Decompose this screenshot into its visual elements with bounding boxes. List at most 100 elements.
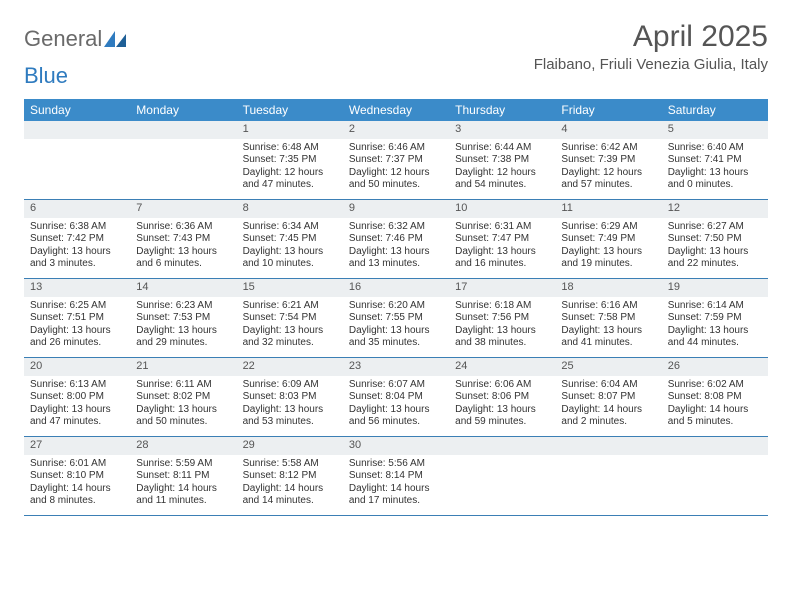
sunrise-text: Sunrise: 6:31 AM: [455, 221, 549, 234]
day-cell: [130, 121, 236, 199]
sunset-text: Sunset: 7:41 PM: [668, 154, 762, 167]
day-number: 20: [24, 358, 130, 376]
day-number: 19: [662, 279, 768, 297]
day-cell: 28Sunrise: 5:59 AMSunset: 8:11 PMDayligh…: [130, 437, 236, 515]
day-cell: 20Sunrise: 6:13 AMSunset: 8:00 PMDayligh…: [24, 358, 130, 436]
sunset-text: Sunset: 7:46 PM: [349, 233, 443, 246]
sunrise-text: Sunrise: 6:34 AM: [243, 221, 337, 234]
day-number: 11: [555, 200, 661, 218]
sunrise-text: Sunrise: 6:16 AM: [561, 300, 655, 313]
sunrise-text: Sunrise: 6:04 AM: [561, 379, 655, 392]
day-body: Sunrise: 6:13 AMSunset: 8:00 PMDaylight:…: [24, 376, 130, 433]
sunset-text: Sunset: 7:35 PM: [243, 154, 337, 167]
daylight-text: Daylight: 14 hours and 8 minutes.: [30, 483, 124, 508]
daylight-text: Daylight: 13 hours and 16 minutes.: [455, 246, 549, 271]
sunset-text: Sunset: 8:14 PM: [349, 470, 443, 483]
sunset-text: Sunset: 7:43 PM: [136, 233, 230, 246]
day-cell: 13Sunrise: 6:25 AMSunset: 7:51 PMDayligh…: [24, 279, 130, 357]
day-cell: 22Sunrise: 6:09 AMSunset: 8:03 PMDayligh…: [237, 358, 343, 436]
sunrise-text: Sunrise: 6:25 AM: [30, 300, 124, 313]
day-body: Sunrise: 6:16 AMSunset: 7:58 PMDaylight:…: [555, 297, 661, 354]
day-body: Sunrise: 6:42 AMSunset: 7:39 PMDaylight:…: [555, 139, 661, 196]
sunrise-text: Sunrise: 6:29 AM: [561, 221, 655, 234]
day-number: 18: [555, 279, 661, 297]
daylight-text: Daylight: 13 hours and 59 minutes.: [455, 404, 549, 429]
day-cell: [449, 437, 555, 515]
sunset-text: Sunset: 7:42 PM: [30, 233, 124, 246]
sunrise-text: Sunrise: 6:11 AM: [136, 379, 230, 392]
weekday-header: Thursday: [449, 99, 555, 121]
day-body: Sunrise: 5:56 AMSunset: 8:14 PMDaylight:…: [343, 455, 449, 512]
day-cell: 7Sunrise: 6:36 AMSunset: 7:43 PMDaylight…: [130, 200, 236, 278]
day-cell: 18Sunrise: 6:16 AMSunset: 7:58 PMDayligh…: [555, 279, 661, 357]
day-number: 29: [237, 437, 343, 455]
day-body: Sunrise: 6:18 AMSunset: 7:56 PMDaylight:…: [449, 297, 555, 354]
week-row: 1Sunrise: 6:48 AMSunset: 7:35 PMDaylight…: [24, 121, 768, 200]
sunset-text: Sunset: 8:02 PM: [136, 391, 230, 404]
day-cell: 30Sunrise: 5:56 AMSunset: 8:14 PMDayligh…: [343, 437, 449, 515]
week-row: 27Sunrise: 6:01 AMSunset: 8:10 PMDayligh…: [24, 437, 768, 516]
day-number: 8: [237, 200, 343, 218]
month-title: April 2025: [534, 20, 768, 54]
sunrise-text: Sunrise: 6:42 AM: [561, 142, 655, 155]
day-number: 15: [237, 279, 343, 297]
day-body: Sunrise: 6:48 AMSunset: 7:35 PMDaylight:…: [237, 139, 343, 196]
day-cell: [662, 437, 768, 515]
daylight-text: Daylight: 13 hours and 32 minutes.: [243, 325, 337, 350]
daylight-text: Daylight: 12 hours and 57 minutes.: [561, 167, 655, 192]
day-body: Sunrise: 6:21 AMSunset: 7:54 PMDaylight:…: [237, 297, 343, 354]
day-cell: 17Sunrise: 6:18 AMSunset: 7:56 PMDayligh…: [449, 279, 555, 357]
daylight-text: Daylight: 13 hours and 50 minutes.: [136, 404, 230, 429]
sunrise-text: Sunrise: 6:38 AM: [30, 221, 124, 234]
daylight-text: Daylight: 13 hours and 47 minutes.: [30, 404, 124, 429]
daylight-text: Daylight: 13 hours and 53 minutes.: [243, 404, 337, 429]
sunset-text: Sunset: 7:49 PM: [561, 233, 655, 246]
sunrise-text: Sunrise: 6:46 AM: [349, 142, 443, 155]
sunset-text: Sunset: 8:12 PM: [243, 470, 337, 483]
day-number: [449, 437, 555, 455]
sunset-text: Sunset: 8:08 PM: [668, 391, 762, 404]
day-number: 23: [343, 358, 449, 376]
day-cell: 14Sunrise: 6:23 AMSunset: 7:53 PMDayligh…: [130, 279, 236, 357]
sunset-text: Sunset: 8:04 PM: [349, 391, 443, 404]
day-body: Sunrise: 6:14 AMSunset: 7:59 PMDaylight:…: [662, 297, 768, 354]
daylight-text: Daylight: 14 hours and 5 minutes.: [668, 404, 762, 429]
sunrise-text: Sunrise: 5:59 AM: [136, 458, 230, 471]
day-body: Sunrise: 6:07 AMSunset: 8:04 PMDaylight:…: [343, 376, 449, 433]
sunrise-text: Sunrise: 6:32 AM: [349, 221, 443, 234]
daylight-text: Daylight: 12 hours and 50 minutes.: [349, 167, 443, 192]
day-number: 21: [130, 358, 236, 376]
day-number: 5: [662, 121, 768, 139]
sunrise-text: Sunrise: 6:09 AM: [243, 379, 337, 392]
daylight-text: Daylight: 12 hours and 47 minutes.: [243, 167, 337, 192]
weekday-header-row: Sunday Monday Tuesday Wednesday Thursday…: [24, 99, 768, 121]
daylight-text: Daylight: 12 hours and 54 minutes.: [455, 167, 549, 192]
sunrise-text: Sunrise: 6:48 AM: [243, 142, 337, 155]
sunset-text: Sunset: 8:07 PM: [561, 391, 655, 404]
logo: General: [24, 20, 128, 52]
day-body: Sunrise: 6:31 AMSunset: 7:47 PMDaylight:…: [449, 218, 555, 275]
daylight-text: Daylight: 14 hours and 11 minutes.: [136, 483, 230, 508]
day-number: 3: [449, 121, 555, 139]
sunset-text: Sunset: 7:37 PM: [349, 154, 443, 167]
day-cell: 25Sunrise: 6:04 AMSunset: 8:07 PMDayligh…: [555, 358, 661, 436]
day-cell: 11Sunrise: 6:29 AMSunset: 7:49 PMDayligh…: [555, 200, 661, 278]
daylight-text: Daylight: 13 hours and 29 minutes.: [136, 325, 230, 350]
day-body: Sunrise: 6:01 AMSunset: 8:10 PMDaylight:…: [24, 455, 130, 512]
day-cell: 9Sunrise: 6:32 AMSunset: 7:46 PMDaylight…: [343, 200, 449, 278]
location-subtitle: Flaibano, Friuli Venezia Giulia, Italy: [534, 56, 768, 73]
day-body: Sunrise: 6:06 AMSunset: 8:06 PMDaylight:…: [449, 376, 555, 433]
day-cell: 26Sunrise: 6:02 AMSunset: 8:08 PMDayligh…: [662, 358, 768, 436]
day-body: [130, 139, 236, 191]
day-cell: [24, 121, 130, 199]
daylight-text: Daylight: 13 hours and 38 minutes.: [455, 325, 549, 350]
day-number: 13: [24, 279, 130, 297]
day-cell: 29Sunrise: 5:58 AMSunset: 8:12 PMDayligh…: [237, 437, 343, 515]
day-number: 12: [662, 200, 768, 218]
daylight-text: Daylight: 14 hours and 14 minutes.: [243, 483, 337, 508]
day-body: Sunrise: 6:27 AMSunset: 7:50 PMDaylight:…: [662, 218, 768, 275]
sunset-text: Sunset: 7:53 PM: [136, 312, 230, 325]
day-body: Sunrise: 6:20 AMSunset: 7:55 PMDaylight:…: [343, 297, 449, 354]
sunset-text: Sunset: 8:00 PM: [30, 391, 124, 404]
day-number: 6: [24, 200, 130, 218]
